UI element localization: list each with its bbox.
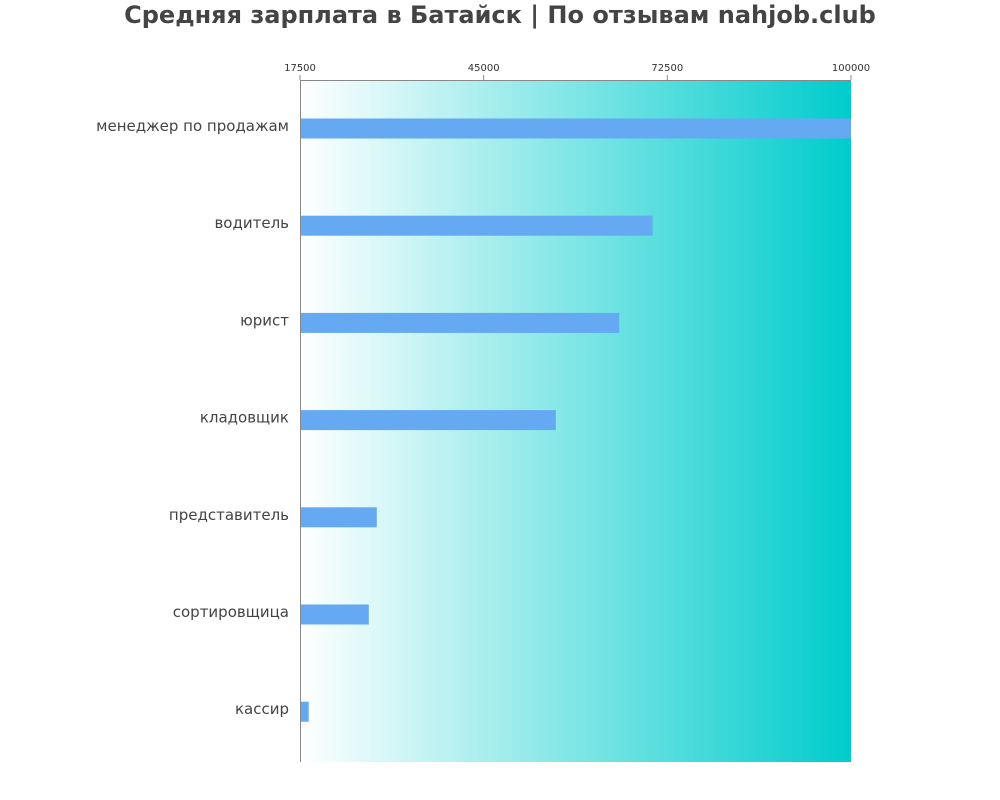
bar-2 xyxy=(300,312,620,333)
category-label-5: сортировщица xyxy=(173,603,289,621)
chart-title: Средняя зарплата в Батайск | По отзывам … xyxy=(124,1,876,29)
category-label-4: представитель xyxy=(169,506,289,524)
category-label-1: водитель xyxy=(214,214,289,232)
category-label-2: юрист xyxy=(240,311,289,329)
bar-1 xyxy=(300,215,653,236)
category-label-3: кладовщик xyxy=(200,409,289,427)
bar-5 xyxy=(300,604,369,625)
x-tick-label-3: 100000 xyxy=(832,63,870,74)
x-tick-label-1: 45000 xyxy=(468,63,500,74)
x-tick-label-0: 17500 xyxy=(284,63,316,74)
x-tick-label-2: 72500 xyxy=(651,63,683,74)
bar-6 xyxy=(300,701,309,722)
bar-3 xyxy=(300,410,556,431)
category-label-6: кассир xyxy=(235,700,289,718)
bar-0 xyxy=(300,118,851,139)
bar-4 xyxy=(300,507,377,528)
category-label-0: менеджер по продажам xyxy=(96,117,289,135)
